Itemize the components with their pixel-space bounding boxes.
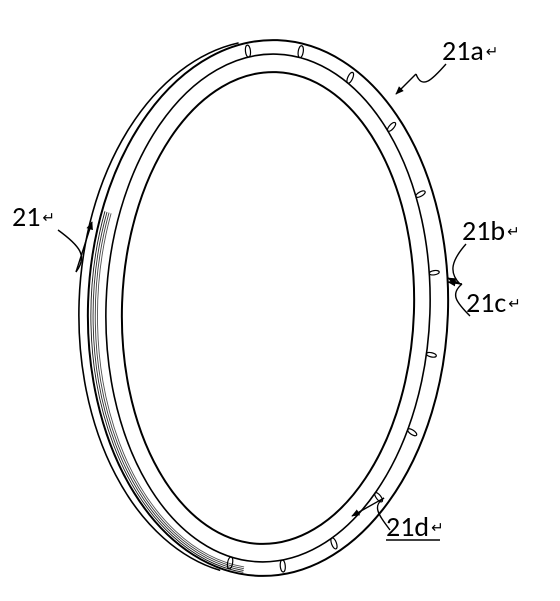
- label-21b: 21b↵: [462, 213, 520, 248]
- label-21c: 21c↵: [466, 285, 521, 320]
- leader-arrow: [396, 74, 416, 94]
- ring-part-figure: 21↵ 21a↵ 21b↵ 21c↵ 21d↵: [0, 0, 560, 601]
- label-21a: 21a↵: [442, 33, 498, 68]
- leader-arrow: [448, 282, 462, 284]
- label-21: 21↵: [12, 199, 55, 234]
- leader-arrow: [76, 222, 92, 272]
- label-21d: 21d↵: [386, 509, 444, 544]
- leader-curl: [453, 244, 466, 284]
- ring-assembly: [70, 34, 457, 583]
